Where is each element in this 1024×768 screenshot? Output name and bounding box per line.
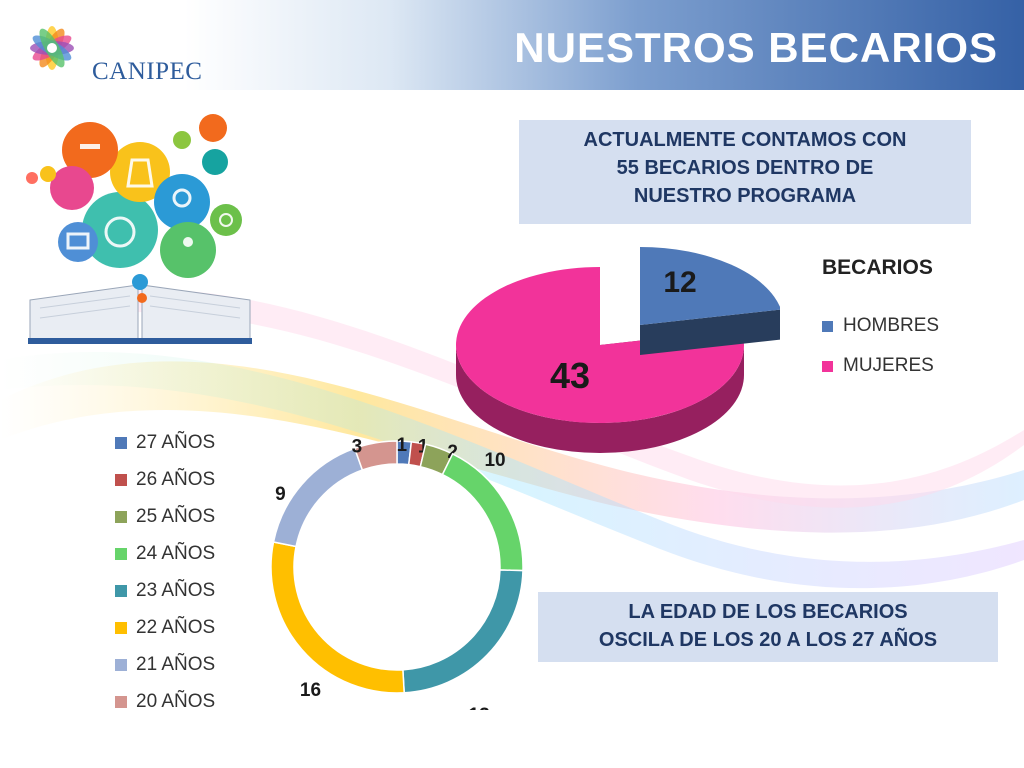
donut-segment [270, 541, 405, 694]
title-bar [0, 0, 1024, 90]
donut-data-label: 2 [447, 442, 458, 463]
pie-slice-hombres [640, 247, 780, 355]
legend-swatch [822, 360, 833, 372]
legend-swatch [822, 320, 833, 332]
donut-data-label: 9 [275, 484, 286, 505]
age-donut-legend: 27 AÑOS 26 AÑOS 25 AÑOS 24 AÑOS 23 AÑOS 22 AÑ… [115, 424, 215, 720]
legend-swatch [115, 584, 127, 597]
gender-pie-title: BECARIOS [822, 256, 933, 279]
donut-segment [353, 440, 398, 471]
legend-label: 20 AÑOS [136, 690, 216, 712]
legend-label: HOMBRES [843, 315, 940, 336]
total-callout: ACTUALMENTE CONTAMOS CON 55 BECARIOS DEN… [519, 120, 971, 224]
gender-pie-chart: 12 43 [456, 247, 780, 453]
donut-data-label: 10 [484, 450, 505, 471]
canipec-logo-icon [30, 26, 74, 70]
pie-data-label: 12 [663, 266, 696, 299]
legend-swatch [115, 547, 127, 560]
legend-item: 22 AÑOS [115, 609, 215, 646]
education-book-icon [26, 114, 252, 344]
legend-label: 23 AÑOS [136, 579, 216, 601]
legend-swatch [115, 658, 127, 671]
legend-item: 20 AÑOS [115, 683, 215, 720]
legend-item: 21 AÑOS [115, 646, 215, 683]
legend-item: 27 AÑOS [115, 424, 215, 461]
donut-data-label: 1 [418, 437, 429, 458]
age-donut-chart: 11210131693 [270, 435, 524, 710]
legend-item: HOMBRES [822, 306, 939, 346]
donut-data-label: 13 [469, 705, 490, 710]
age-callout-line: LA EDAD DE LOS BECARIOS [628, 601, 908, 623]
legend-swatch [115, 510, 127, 523]
age-callout-line: OSCILA DE LOS 20 A LOS 27 AÑOS [598, 629, 938, 651]
legend-swatch [115, 436, 127, 449]
legend-item: 24 AÑOS [115, 535, 215, 572]
legend-label: 27 AÑOS [136, 431, 216, 453]
age-callout: LA EDAD DE LOS BECARIOS OSCILA DE LOS 20… [538, 592, 998, 662]
legend-label: 25 AÑOS [136, 505, 216, 527]
donut-data-label: 16 [300, 680, 321, 701]
donut-data-label: 1 [396, 435, 407, 456]
legend-swatch [115, 621, 127, 634]
donut-segment [272, 447, 364, 548]
gender-pie-legend: BECARIOS HOMBRES MUJERES [822, 256, 939, 386]
legend-swatch [115, 473, 127, 486]
pie-data-label: 43 [550, 355, 590, 396]
total-callout-line: NUESTRO PROGRAMA [633, 185, 857, 207]
legend-label: MUJERES [843, 355, 934, 376]
legend-label: 22 AÑOS [136, 616, 216, 638]
donut-data-label: 3 [352, 437, 363, 458]
logo-text: CANIPEC [92, 58, 203, 85]
legend-label: 26 AÑOS [136, 468, 216, 490]
total-callout-line: ACTUALMENTE CONTAMOS CON [583, 129, 907, 151]
page-title: NUESTROS BECARIOS [514, 24, 998, 71]
total-callout-line: 55 BECARIOS DENTRO DE [616, 157, 874, 179]
donut-segment [441, 452, 524, 572]
legend-item: 26 AÑOS [115, 461, 215, 498]
logo: CANIPEC [22, 6, 212, 86]
legend-label: 21 AÑOS [136, 653, 216, 675]
donut-segment [402, 569, 524, 694]
legend-item: 23 AÑOS [115, 572, 215, 609]
legend-label: 24 AÑOS [136, 542, 216, 564]
legend-swatch [115, 695, 127, 708]
legend-item: MUJERES [822, 346, 939, 386]
legend-item: 25 AÑOS [115, 498, 215, 535]
